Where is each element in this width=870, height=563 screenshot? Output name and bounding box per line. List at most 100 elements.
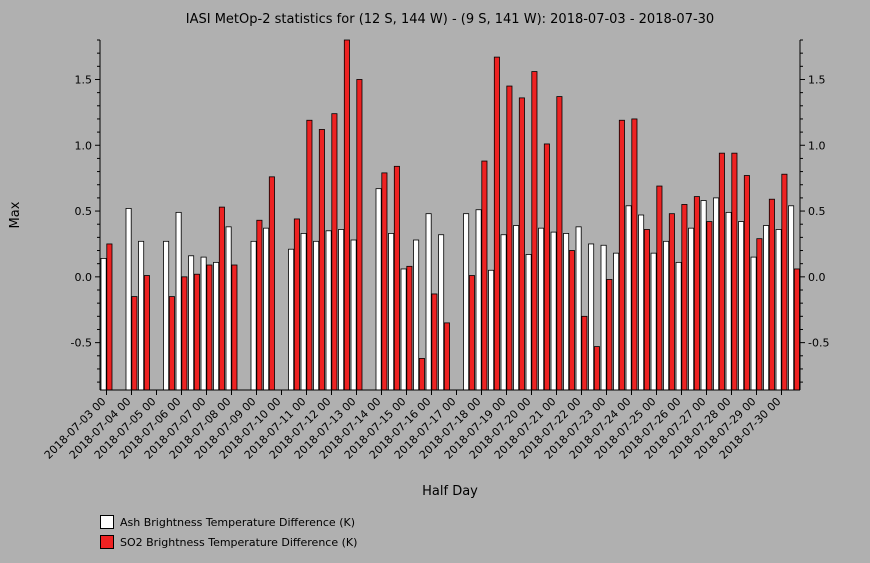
ash-bar — [638, 214, 645, 391]
ash-bar — [100, 258, 107, 391]
ash-bar — [250, 240, 257, 391]
y-tick-label-right: 1.0 — [808, 139, 826, 152]
so2-bar — [631, 118, 638, 391]
ash-bar — [125, 208, 132, 391]
ash-bar — [375, 188, 382, 391]
y-tick-label-right: -0.5 — [808, 337, 829, 350]
legend-item-so2: SO2 Brightness Temperature Difference (K… — [100, 532, 357, 552]
x-axis-label: Half Day — [422, 484, 478, 499]
ash-bar — [175, 211, 182, 391]
ash-bar — [163, 240, 170, 391]
so2-bar — [743, 175, 750, 391]
so2-bar — [406, 265, 413, 391]
so2-bar — [231, 264, 238, 391]
ash-bar — [550, 231, 557, 391]
so2-bar — [756, 238, 763, 391]
so2-bar — [181, 276, 188, 391]
so2-bar — [168, 296, 175, 391]
y-tick-label-left: 1.0 — [75, 139, 93, 152]
ash-bar — [213, 261, 220, 391]
ash-bar — [600, 244, 607, 391]
y-tick-label-right: 0.0 — [808, 271, 826, 284]
so2-bar — [681, 204, 688, 391]
ash-bar — [775, 229, 782, 391]
so2-bar — [443, 322, 450, 391]
ash-bar — [725, 211, 732, 391]
ash-bar — [613, 252, 620, 391]
so2-bar — [781, 173, 788, 391]
y-tick-label-left: -0.5 — [71, 337, 92, 350]
so2-bar — [568, 250, 575, 391]
ash-bar — [350, 239, 357, 391]
legend: Ash Brightness Temperature Difference (K… — [100, 512, 357, 552]
so2-bar — [543, 143, 550, 391]
so2-bar — [218, 206, 225, 391]
so2-bar — [356, 79, 363, 391]
so2-bar — [268, 176, 275, 391]
so2-bar — [256, 219, 263, 391]
ash-bar — [538, 227, 545, 391]
ash-bar — [700, 200, 707, 391]
so2-bar — [493, 56, 500, 391]
ash-bar — [138, 240, 145, 391]
so2-bar — [193, 273, 200, 391]
ash-bar — [475, 209, 482, 391]
so2-bar — [393, 165, 400, 391]
legend-swatch-so2 — [100, 535, 114, 549]
ash-bar — [688, 227, 695, 391]
ash-bar — [225, 226, 232, 391]
ash-bar — [413, 239, 420, 391]
legend-swatch-ash — [100, 515, 114, 529]
legend-label-ash: Ash Brightness Temperature Difference (K… — [120, 515, 355, 529]
so2-bar — [468, 275, 475, 391]
so2-bar — [581, 315, 588, 391]
y-tick-label-left: 0.5 — [75, 205, 93, 218]
so2-bar — [106, 243, 113, 391]
so2-bar — [556, 96, 563, 391]
so2-bar — [506, 85, 513, 391]
chart-title: IASI MetOp-2 statistics for (12 S, 144 W… — [186, 12, 714, 27]
ash-bar — [588, 243, 595, 391]
ash-bar — [500, 234, 507, 391]
ash-bar — [400, 268, 407, 391]
so2-bar — [593, 346, 600, 391]
so2-bar — [518, 97, 525, 391]
ash-bar — [750, 256, 757, 391]
so2-bar — [731, 152, 738, 391]
ash-bar — [525, 254, 532, 391]
ash-bar — [338, 229, 345, 391]
so2-bar — [318, 129, 325, 391]
axes-group: -0.5 -0.50.0 0.00.5 0.51.0 1.01.5 1.52018-07-… — [42, 39, 829, 462]
so2-bar — [643, 229, 650, 391]
ash-bar — [313, 240, 320, 391]
ash-bar — [575, 226, 582, 391]
so2-bar — [481, 160, 488, 391]
y-axis-label: Max — [8, 201, 23, 228]
ash-bar — [425, 213, 432, 391]
legend-label-so2: SO2 Brightness Temperature Difference (K… — [120, 535, 358, 549]
so2-bar — [343, 39, 350, 391]
so2-bar — [131, 296, 138, 391]
so2-bar — [531, 71, 538, 391]
so2-bar — [618, 119, 625, 391]
so2-bar — [668, 213, 675, 391]
so2-bar — [718, 152, 725, 391]
ash-bar — [463, 213, 470, 391]
legend-item-ash: Ash Brightness Temperature Difference (K… — [100, 512, 357, 532]
so2-bar — [306, 119, 313, 391]
so2-bar — [793, 268, 800, 391]
y-tick-label-left: 0.0 — [75, 271, 93, 284]
ash-bar — [188, 255, 195, 391]
y-tick-label-left: 1.5 — [75, 73, 93, 86]
ash-bar — [663, 240, 670, 391]
so2-bar — [706, 221, 713, 391]
ash-bar — [200, 256, 207, 391]
so2-bar — [431, 293, 438, 391]
ash-bar — [325, 230, 332, 391]
ash-bar — [625, 205, 632, 391]
ash-bar — [263, 227, 270, 391]
ash-bar — [738, 221, 745, 391]
ash-bar — [288, 248, 295, 391]
so2-bar — [656, 185, 663, 391]
